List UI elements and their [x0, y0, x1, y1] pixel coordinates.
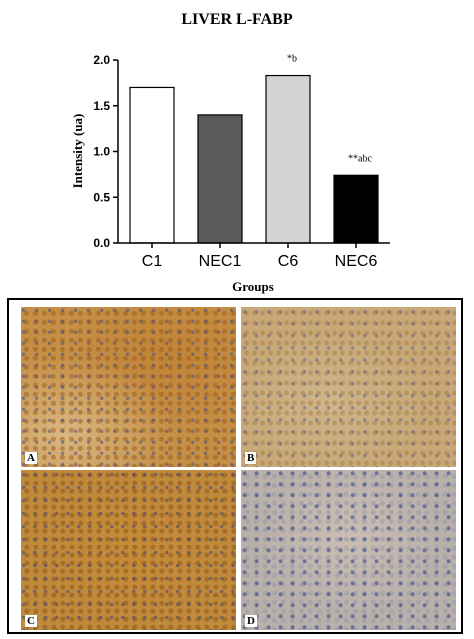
- bar-nec1: [197, 114, 243, 244]
- significance-annotation: *b: [287, 54, 297, 65]
- y-tick-label: 2.0: [93, 53, 110, 67]
- micrograph-b: B: [241, 307, 456, 467]
- chart-title: LIVER L-FABP: [181, 11, 292, 28]
- micrograph-c: C: [21, 470, 236, 630]
- bar-chart: LIVER L-FABP 0.0 0.5 1.0 1.5 2.0 *b **abc C1 N…: [70, 11, 390, 294]
- x-tick-label: C6: [278, 253, 299, 270]
- micrograph-label-d: D: [245, 615, 257, 627]
- x-axis-title: Groups: [232, 279, 274, 294]
- micrograph-panel: A B C D: [7, 298, 463, 634]
- bar-c6: [265, 74, 311, 244]
- micrograph-d: D: [241, 470, 456, 630]
- x-tick-label: NEC6: [335, 253, 378, 270]
- y-axis-title: Intensity (ua): [70, 114, 85, 189]
- significance-annotation: **abc: [348, 153, 372, 164]
- y-axis: 0.0 0.5 1.0 1.5 2.0: [93, 53, 119, 250]
- micrograph-a: A: [21, 307, 236, 467]
- x-tick-label: C1: [142, 253, 163, 270]
- y-tick-label: 1.5: [93, 99, 110, 113]
- bars-group: *b **abc: [129, 54, 379, 244]
- x-axis: C1 NEC1 C6 NEC6: [118, 242, 390, 270]
- micrograph-label-a: A: [25, 452, 37, 464]
- micrograph-label-b: B: [245, 452, 257, 464]
- y-tick-label: 1.0: [93, 145, 110, 159]
- x-tick-label: NEC1: [199, 253, 242, 270]
- bar-nec6: [333, 174, 379, 244]
- y-tick-label: 0.0: [93, 236, 110, 250]
- y-tick-label: 0.5: [93, 190, 110, 204]
- micrograph-label-c: C: [25, 615, 37, 627]
- bar-c1: [129, 86, 175, 244]
